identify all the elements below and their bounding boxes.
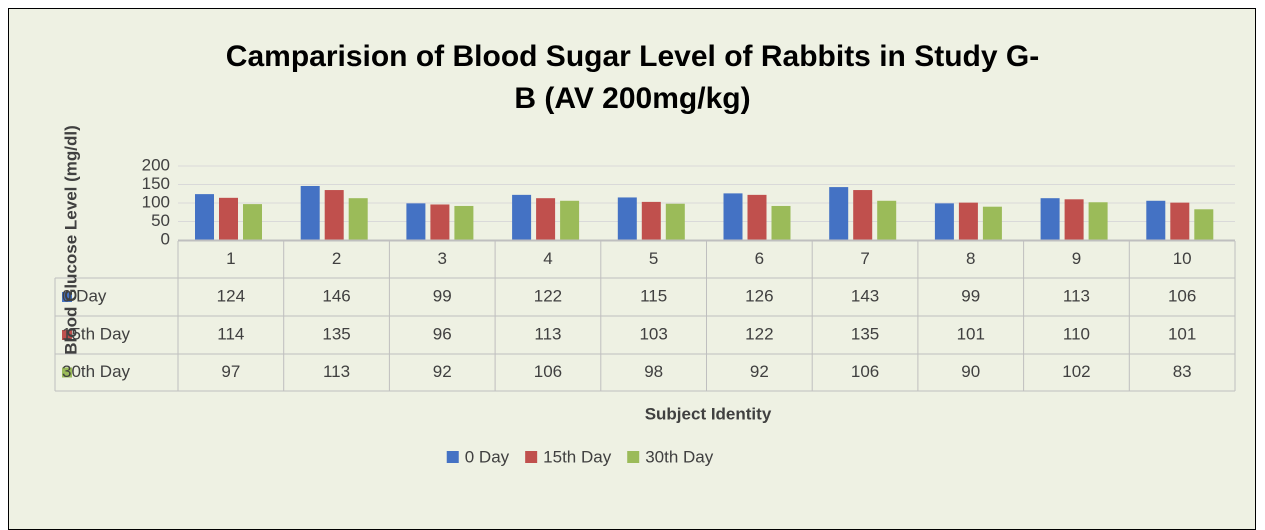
table-cell: 101 (1168, 324, 1196, 343)
bar (195, 194, 214, 240)
bar (406, 203, 426, 240)
table-cell: 114 (217, 324, 244, 343)
table-cell: 135 (322, 324, 350, 343)
page: {"chart_data": {"type": "bar", "title": … (8, 8, 1256, 530)
table-cell: 92 (433, 362, 452, 381)
y-axis-label: Blood Glucose Level (mg/dl) (61, 125, 80, 355)
table-cell: 122 (534, 286, 562, 305)
x-tick-label: 1 (226, 249, 235, 268)
y-tick-label: 50 (151, 211, 170, 230)
bar (454, 205, 474, 240)
x-tick-label: 7 (860, 249, 869, 268)
table-cell: 101 (957, 324, 985, 343)
table-cell: 99 (433, 286, 452, 305)
bar (324, 190, 344, 240)
legend-label: 0 Day (465, 447, 510, 466)
chart-title: Camparision of Blood Sugar Level of Rabb… (225, 40, 1040, 115)
table-cell: 124 (217, 286, 245, 305)
table-legend-key (62, 330, 72, 340)
table-cell: 106 (1168, 286, 1196, 305)
table-cell: 146 (322, 286, 350, 305)
y-tick-label: 200 (142, 155, 170, 174)
table-cell: 98 (644, 362, 663, 381)
bar (1194, 209, 1214, 240)
table-cell: 90 (961, 362, 980, 381)
table-cell: 135 (851, 324, 879, 343)
table-row-label: 0 Day (62, 286, 107, 305)
bar (982, 206, 1002, 240)
bar (747, 194, 767, 240)
bar (877, 200, 897, 240)
bar (853, 190, 873, 240)
bar (1146, 200, 1166, 240)
bar (958, 202, 978, 240)
table-cell: 92 (750, 362, 769, 381)
table-cell: 99 (961, 286, 980, 305)
bar (430, 204, 450, 240)
bar (348, 198, 368, 240)
bar (723, 193, 743, 240)
table-cell: 83 (1173, 362, 1192, 381)
bar (536, 198, 556, 240)
table-cell: 106 (851, 362, 879, 381)
bar (1064, 199, 1084, 240)
legend-key (525, 451, 538, 463)
table-legend-key (62, 367, 72, 378)
y-tick-label: 100 (142, 192, 170, 211)
bar (617, 197, 637, 240)
table-cell: 97 (221, 362, 240, 381)
table-cell: 126 (745, 286, 773, 305)
legend-label: 30th Day (645, 447, 714, 466)
table-cell: 122 (745, 324, 773, 343)
bar (665, 203, 685, 240)
y-tick-label: 0 (161, 229, 170, 248)
bar (300, 185, 320, 240)
chart-frame (8, 8, 1256, 530)
x-axis-label: Subject Identity (645, 404, 772, 423)
table-legend-key (62, 292, 72, 302)
table-cell: 103 (639, 324, 667, 343)
table-row-label: 15th Day (62, 324, 131, 343)
legend-key (627, 451, 640, 463)
x-tick-label: 6 (755, 249, 764, 268)
x-tick-label: 3 (438, 249, 447, 268)
table-cell: 113 (323, 362, 350, 381)
bar (219, 197, 238, 240)
bar (771, 205, 791, 240)
table-cell: 143 (851, 286, 879, 305)
x-tick-label: 10 (1173, 249, 1192, 268)
table-cell: 106 (534, 362, 562, 381)
table-cell: 102 (1062, 362, 1090, 381)
legend-label: 15th Day (543, 447, 612, 466)
table-cell: 96 (433, 324, 452, 343)
y-tick-label: 150 (142, 174, 170, 193)
table-cell: 113 (1063, 286, 1090, 305)
x-tick-label: 4 (543, 249, 552, 268)
bar (243, 204, 262, 240)
bar (934, 203, 954, 240)
table-cell: 113 (534, 324, 561, 343)
bar (829, 187, 849, 240)
x-tick-label: 5 (649, 249, 658, 268)
x-tick-label: 2 (332, 249, 341, 268)
bar (1170, 202, 1190, 240)
x-tick-label: 9 (1072, 249, 1081, 268)
bar (641, 201, 661, 240)
bar (512, 194, 532, 240)
legend-key (446, 451, 459, 463)
table-cell: 110 (1063, 324, 1090, 343)
bar (1040, 198, 1060, 240)
table-cell: 115 (640, 286, 667, 305)
x-tick-label: 8 (966, 249, 975, 268)
bar (1088, 202, 1108, 240)
table-row-label: 30th Day (62, 362, 131, 381)
bar (560, 200, 580, 240)
